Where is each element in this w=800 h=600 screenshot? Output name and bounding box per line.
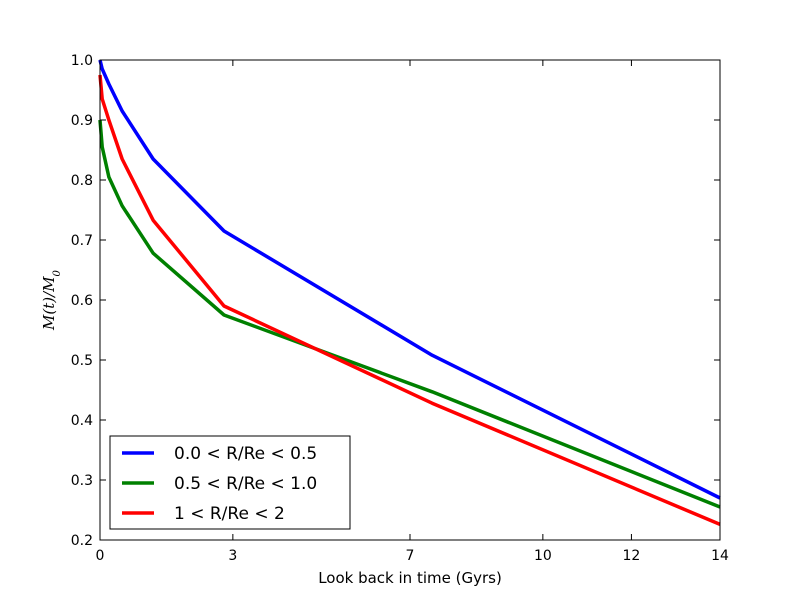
y-tick-label: 1.0 <box>71 53 93 69</box>
y-axis-label: M(t)/M0 <box>40 269 63 331</box>
legend-label-1: 0.0 < R/Re < 0.5 <box>174 444 317 464</box>
y-tick-label: 0.4 <box>71 413 93 429</box>
x-tick-label: 3 <box>228 548 237 564</box>
legend: 0.0 < R/Re < 0.5 0.5 < R/Re < 1.0 1 < R/Re… <box>109 435 351 530</box>
y-tick-label: 0.7 <box>71 233 93 249</box>
series-line-3 <box>98 74 721 527</box>
x-tick-label: 12 <box>623 548 641 564</box>
x-tick-label: 10 <box>534 548 552 564</box>
x-tick-label: 0 <box>96 548 105 564</box>
legend-label-2: 0.5 < R/Re < 1.0 <box>174 474 317 494</box>
y-axis-label-main: M(t)/M <box>40 276 58 331</box>
legend-label-3: 1 < R/Re < 2 <box>174 504 285 524</box>
y-tick-label: 0.8 <box>71 173 93 189</box>
y-tick-label: 0.9 <box>71 113 93 129</box>
series-line-1 <box>98 59 721 500</box>
series-layer <box>98 59 721 527</box>
y-tick-label: 0.6 <box>71 293 93 309</box>
x-tick-label: 7 <box>406 548 415 564</box>
y-axis-label-subscript: 0 <box>52 269 63 276</box>
x-axis-label: Look back in time (Gyrs) <box>318 569 502 587</box>
y-tick-label: 0.3 <box>71 473 93 489</box>
y-tick-label: 0.5 <box>71 353 93 369</box>
y-tick-label: 0.2 <box>71 533 93 549</box>
tick-layer: 0 3 7 10 12 14 0.2 0.3 0.4 0.5 0.6 0.7 0.8 0.9 1.0 <box>71 53 729 564</box>
series-line-2 <box>98 119 721 509</box>
x-tick-label: 14 <box>711 548 729 564</box>
